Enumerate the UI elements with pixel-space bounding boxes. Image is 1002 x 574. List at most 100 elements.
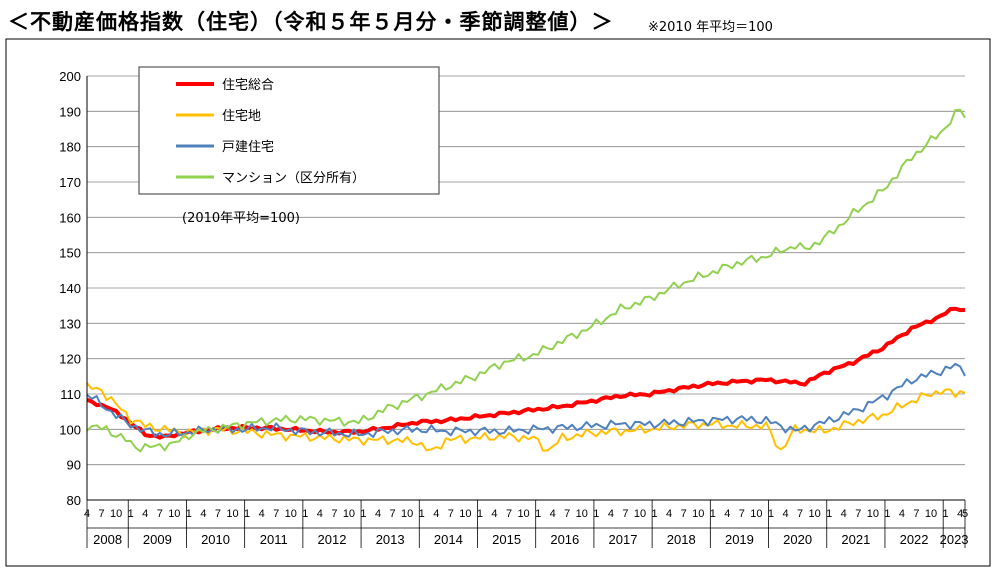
month-tick-label: 7	[622, 508, 628, 520]
y-tick-label: 130	[59, 316, 81, 331]
month-tick-label: 1	[128, 508, 134, 520]
month-tick-label: 7	[855, 508, 861, 520]
year-label: 2010	[201, 532, 230, 547]
month-tick-label: 7	[331, 508, 337, 520]
month-tick-label: 4	[666, 508, 672, 520]
y-tick-label: 90	[67, 458, 81, 473]
year-label: 2021	[841, 532, 870, 547]
year-label: 2012	[318, 532, 347, 547]
month-tick-label: 1	[651, 508, 657, 520]
month-tick-label: 4	[782, 508, 788, 520]
month-tick-label: 4	[200, 508, 206, 520]
month-tick-label: 7	[390, 508, 396, 520]
month-tick-label: 10	[692, 508, 704, 520]
month-tick-label: 7	[98, 508, 104, 520]
year-label: 2022	[900, 532, 929, 547]
base-note-label: (2010年平均=100)	[182, 211, 300, 226]
series-line	[86, 382, 966, 452]
month-tick-label: 1	[535, 508, 541, 520]
series-line	[86, 362, 966, 438]
month-tick-label: 1	[477, 508, 483, 520]
series-line	[86, 108, 966, 453]
year-label: 2014	[434, 532, 463, 547]
legend-box	[138, 66, 440, 195]
legend-entry: マンション（区分所有）	[222, 171, 365, 186]
month-tick-label: 7	[506, 508, 512, 520]
year-label: 2008	[93, 532, 122, 547]
y-tick-label: 180	[59, 140, 81, 155]
year-label: 2020	[783, 532, 812, 547]
month-tick-label: 1	[419, 508, 425, 520]
y-tick-label: 160	[59, 210, 81, 225]
year-label: 2015	[492, 532, 521, 547]
page-title: ＜不動産価格指数（住宅）（令和５年５月分・季節調整値）＞	[8, 10, 614, 34]
series-lines	[86, 108, 966, 453]
y-tick-label: 80	[67, 493, 81, 508]
month-tick-label: 7	[273, 508, 279, 520]
month-tick-label: 4	[899, 508, 905, 520]
month-tick-label: 7	[448, 508, 454, 520]
month-tick-label: 10	[343, 508, 355, 520]
month-tick-label: 1	[768, 508, 774, 520]
year-label: 2011	[260, 532, 288, 547]
year-label: 2013	[376, 532, 405, 547]
month-tick-label: 10	[867, 508, 879, 520]
month-tick-label: 4	[491, 508, 497, 520]
month-tick-label: 1	[302, 508, 308, 520]
month-tick-label: 10	[168, 508, 180, 520]
month-tick-label: 10	[808, 508, 820, 520]
month-tick-label: 4	[841, 508, 847, 520]
year-label: 2018	[667, 532, 696, 547]
month-tick-label: 10	[634, 508, 646, 520]
month-tick-label: 7	[739, 508, 745, 520]
month-tick-label: 4	[550, 508, 556, 520]
month-tick-label: 7	[681, 508, 687, 520]
month-tick-label: 7	[797, 508, 803, 520]
month-tick-label: 4	[142, 508, 148, 520]
month-tick-label: 10	[517, 508, 529, 520]
month-tick-label: 10	[576, 508, 588, 520]
year-label: 2017	[609, 532, 638, 547]
month-tick-label: 4	[433, 508, 439, 520]
y-tick-label: 110	[60, 387, 81, 402]
month-tick-label: 7	[157, 508, 163, 520]
base-year-note: ※2010 年平均＝100	[648, 20, 773, 35]
year-label: 2016	[550, 532, 579, 547]
axes: 8090100110120130140150160170180190200471…	[59, 69, 969, 548]
month-tick-label: 10	[401, 508, 413, 520]
series-line	[86, 306, 966, 440]
month-tick-label: 4	[724, 508, 730, 520]
legend-entry: 住宅地	[222, 109, 261, 124]
y-tick-label: 170	[59, 175, 81, 190]
legend-entry: 戸建住宅	[222, 140, 274, 155]
month-tick-label: 1	[710, 508, 716, 520]
month-tick-label: 1	[943, 508, 949, 520]
month-tick-label: 7	[913, 508, 919, 520]
month-tick-label: 1	[360, 508, 366, 520]
y-tick-label: 190	[59, 104, 81, 119]
legend-entry: 住宅総合	[222, 78, 274, 93]
month-tick-label: 10	[285, 508, 297, 520]
month-tick-label: 4	[375, 508, 381, 520]
month-tick-label: 1	[186, 508, 192, 520]
month-tick-label: 10	[226, 508, 238, 520]
month-tick-label: 10	[110, 508, 122, 520]
month-tick-label: 4	[957, 508, 963, 520]
month-tick-label: 7	[564, 508, 570, 520]
month-tick-label: 1	[884, 508, 890, 520]
y-tick-label: 100	[59, 422, 81, 437]
y-tick-label: 140	[59, 281, 81, 296]
month-tick-label: 1	[826, 508, 832, 520]
month-tick-label: 7	[215, 508, 221, 520]
y-tick-label: 200	[59, 69, 81, 84]
month-tick-label: 10	[925, 508, 937, 520]
month-tick-label: 1	[593, 508, 599, 520]
year-label: 2019	[725, 532, 754, 547]
month-tick-label: 10	[459, 508, 471, 520]
month-tick-label: 4	[608, 508, 614, 520]
y-tick-label: 150	[59, 246, 81, 261]
month-tick-label: 4	[317, 508, 323, 520]
y-tick-label: 120	[59, 352, 81, 367]
